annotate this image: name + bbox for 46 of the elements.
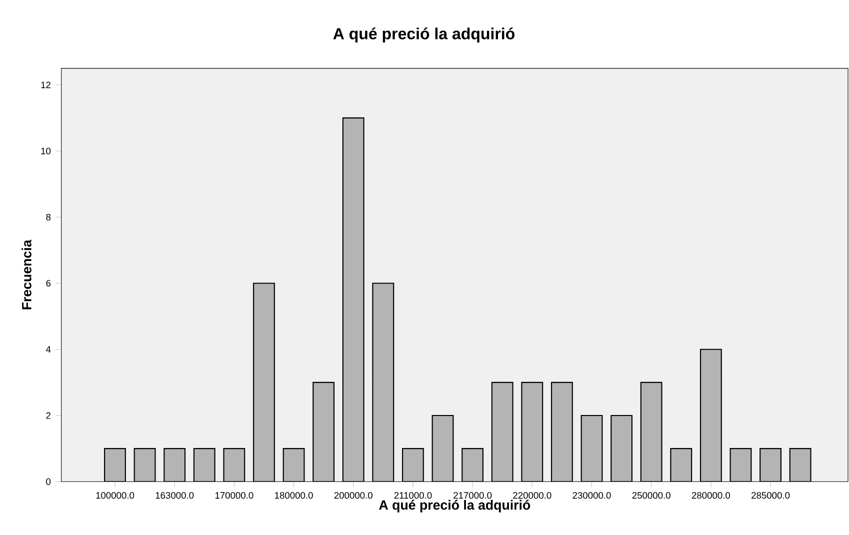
x-tick-label: 220000.0 [513,492,552,499]
bar [760,448,781,482]
x-tick-label: 211000.0 [394,492,432,499]
x-tick-label: 217000.0 [454,492,492,499]
bar [522,382,543,482]
y-tick-label: 8 [46,214,51,220]
bar [283,448,304,482]
x-tick-label: 100000.0 [96,492,134,499]
bar [342,118,364,482]
bar [730,448,752,482]
x-tick-label: 200000.0 [334,492,372,499]
bar [372,283,394,482]
bar [492,382,513,482]
x-tick-label: 280000.0 [692,492,730,499]
bar [164,448,186,482]
x-tick-label: 170000.0 [215,492,254,499]
bar [462,448,483,482]
y-tick-label: 10 [41,148,51,154]
x-tick-label: 163000.0 [156,492,194,499]
bar [700,349,722,482]
x-tick-label: 230000.0 [572,492,611,499]
bar [224,448,245,482]
bar [789,448,812,482]
bar [402,448,424,482]
bar [432,416,454,482]
bar [134,448,156,482]
chart-title: A qué preció la adquirió [333,27,514,43]
y-tick-label: 4 [46,346,51,353]
y-tick-label: 6 [46,280,51,287]
bar [611,416,632,482]
bar [313,382,334,482]
bar [552,382,572,482]
y-axis-title: Frecuencia [22,240,32,310]
x-tick-label: 180000.0 [275,492,313,499]
x-tick-label: 285000.0 [752,492,790,499]
bar [581,416,602,482]
y-tick-label: 2 [46,412,50,419]
x-tick-label: 250000.0 [632,492,670,499]
bar [254,283,274,482]
bar [670,448,692,482]
bar [104,448,126,482]
bar [640,382,662,482]
x-axis-title: A qué preció la adquirió [379,500,530,512]
y-tick-label: 0 [46,478,51,485]
y-tick-label: 12 [41,82,50,88]
bar [194,448,215,482]
